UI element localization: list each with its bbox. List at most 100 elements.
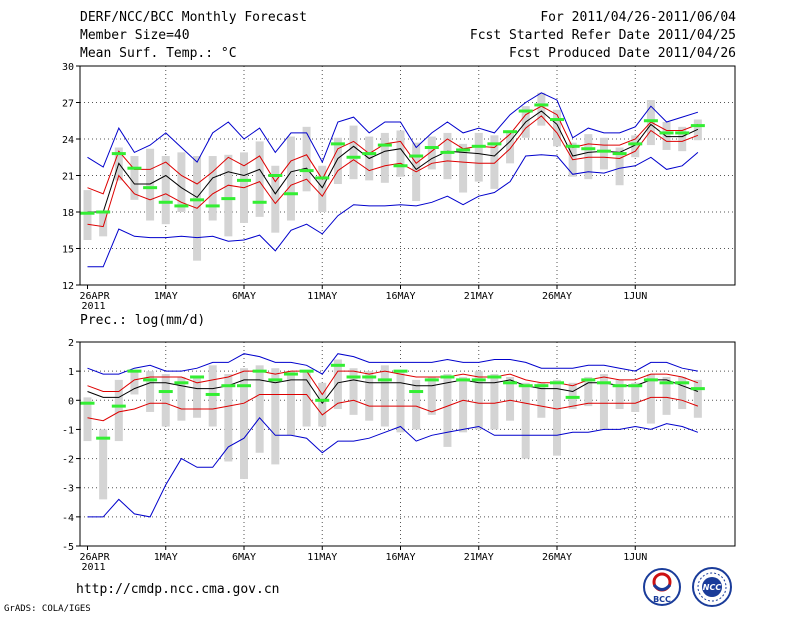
plot-frame: [79, 341, 736, 547]
x-tick-sublabel: 2011: [82, 301, 106, 312]
median-marker: [315, 176, 330, 180]
x-tick-label: 11MAY: [307, 291, 337, 302]
x-tick-label: 6MAY: [232, 291, 256, 302]
median-marker: [690, 387, 705, 391]
y-tick-label: -4: [62, 513, 74, 524]
ensemble-box: [490, 135, 499, 189]
median-marker: [205, 204, 220, 208]
ensemble-box: [584, 376, 593, 407]
series-max-line: [87, 92, 699, 168]
ensemble-box: [553, 379, 561, 456]
median-marker: [190, 198, 205, 202]
ensemble-box: [99, 210, 108, 237]
start-date: Fcst Started Refer Date 2011/04/25: [469, 28, 736, 43]
median-marker: [362, 152, 377, 156]
ensemble-box: [146, 371, 155, 412]
ensemble-box: [693, 379, 702, 418]
median-marker: [237, 384, 251, 388]
ensemble-box: [553, 109, 561, 147]
ensemble-box: [427, 376, 436, 415]
median-marker: [330, 363, 345, 367]
y-tick-label: 15: [62, 245, 74, 256]
median-marker: [456, 148, 471, 152]
ensemble-box: [193, 376, 202, 418]
x-tick-label: 1JUN: [623, 552, 647, 563]
ncc-logo: NCC: [692, 567, 732, 607]
median-marker: [424, 146, 439, 150]
median-marker: [127, 166, 142, 170]
ensemble-box: [506, 376, 515, 421]
ensemble-box: [631, 135, 640, 158]
x-tick-label: 26MAY: [542, 552, 572, 563]
series-min-line: [87, 152, 699, 268]
panel-ylabel: Prec.: log(mm/d): [80, 313, 205, 328]
median-marker: [471, 378, 486, 382]
median-marker: [346, 155, 361, 159]
median-marker: [503, 381, 518, 385]
chart-title: DERF/NCC/BCC Monthly Forecast: [80, 10, 307, 25]
median-marker: [393, 164, 408, 168]
median-marker: [612, 152, 627, 156]
ensemble-box: [161, 374, 170, 427]
ensemble-box: [177, 376, 186, 421]
ensemble-box: [443, 132, 452, 180]
median-marker: [628, 142, 643, 146]
ensemble-box: [427, 136, 436, 170]
ensemble-box: [490, 374, 499, 430]
ensemble-box: [302, 126, 311, 192]
bcc-logo: BCC: [643, 568, 681, 606]
ensemble-box: [459, 376, 468, 433]
ensemble-box: [474, 132, 483, 182]
median-marker: [675, 381, 690, 385]
median-marker: [596, 149, 611, 153]
median-marker: [471, 144, 486, 148]
median-marker: [252, 200, 267, 204]
ensemble-box: [678, 126, 687, 152]
y-tick-label: 2: [68, 338, 74, 349]
x-tick-label: 21MAY: [464, 552, 494, 563]
series-mean-line: [87, 379, 699, 405]
series-lower-line: [87, 115, 699, 228]
ensemble-box: [537, 92, 546, 126]
median-marker: [643, 119, 658, 123]
median-marker: [237, 178, 251, 182]
x-tick-label: 26APR: [80, 291, 111, 302]
ensemble-box: [380, 365, 389, 427]
median-marker: [581, 147, 596, 151]
ensemble-box: [349, 368, 358, 415]
median-marker: [174, 381, 189, 385]
median-marker: [675, 131, 690, 135]
median-marker: [487, 375, 502, 379]
ncc-logo-text: NCC: [703, 583, 722, 592]
median-marker: [158, 200, 173, 204]
ensemble-box: [286, 371, 295, 436]
median-marker: [659, 381, 674, 385]
y-tick-label: -5: [62, 542, 74, 553]
median-marker: [377, 378, 392, 382]
x-tick-label: 6MAY: [232, 552, 256, 563]
series-upper-line: [87, 105, 699, 195]
ensemble-box: [208, 156, 217, 221]
ensemble-box: [255, 141, 264, 217]
member-size: Member Size=40: [80, 28, 190, 43]
y-tick-label: -3: [62, 484, 74, 495]
source-url[interactable]: http://cmdp.ncc.cma.gov.cn: [76, 582, 280, 597]
median-marker: [283, 192, 298, 196]
ensemble-box: [271, 368, 280, 465]
median-marker: [96, 210, 111, 214]
y-tick-label: 27: [62, 99, 74, 110]
ensemble-box: [99, 429, 108, 500]
ensemble-box: [521, 382, 530, 459]
median-marker: [550, 381, 564, 385]
y-tick-label: -1: [62, 425, 74, 436]
median-marker: [252, 369, 267, 373]
ensemble-box: [599, 374, 608, 430]
median-marker: [111, 152, 126, 156]
ensemble-box: [396, 371, 405, 433]
ensemble-box: [161, 156, 170, 225]
median-marker: [96, 436, 111, 440]
ensemble-box: [224, 374, 233, 462]
